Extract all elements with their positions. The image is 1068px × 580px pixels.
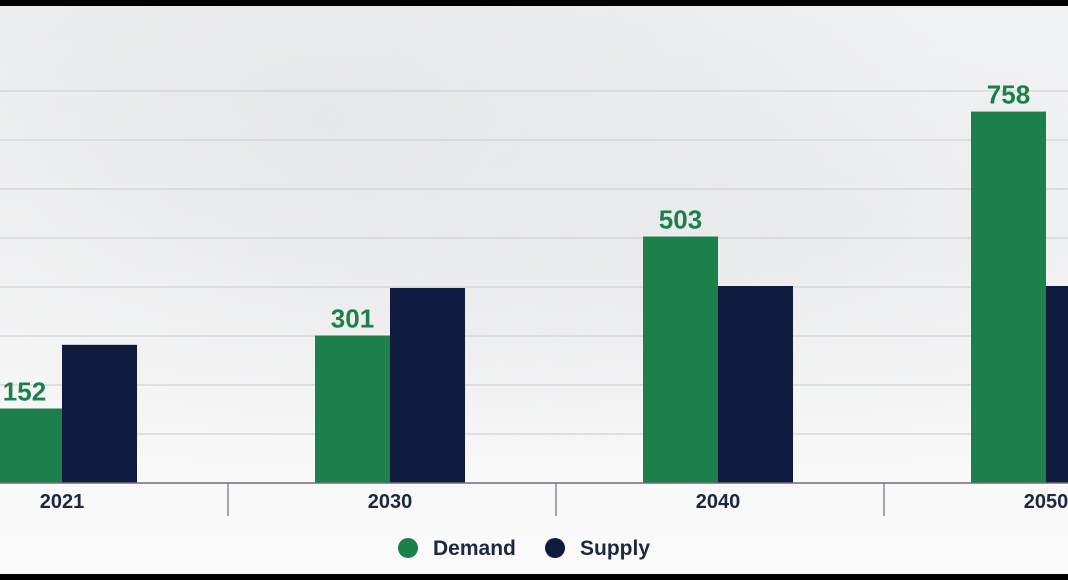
legend-label-demand: Demand [433,537,516,560]
bar-supply-2021 [62,344,137,483]
bar-demand-2021 [0,408,62,483]
gridlines [0,90,1068,435]
value-label-demand-2040: 503 [659,205,702,235]
legend-label-supply: Supply [580,537,650,560]
x-tick-label-2050: 2050 [1024,491,1068,513]
value-label-demand-2021: 152 [3,377,46,407]
bar-series [0,111,1068,483]
bar-supply-2030 [390,287,465,483]
legend: Demand Supply [398,537,650,560]
x-tick-label-2021: 2021 [40,491,85,513]
legend-marker-demand [398,538,418,558]
value-label-demand-2050: 758 [987,80,1030,110]
bar-demand-2050 [971,111,1046,483]
bar-supply-2040 [718,286,793,483]
x-tick-label-2030: 2030 [368,491,413,513]
bar-demand-2030 [315,335,390,483]
bar-supply-2050 [1046,286,1068,483]
bar-demand-2040 [643,236,718,483]
value-label-demand-2030: 301 [331,304,374,334]
bar-chart: 152 301 503 758 2021 2030 2040 2050 Demand Supp… [0,80,1068,560]
x-tick-label-2040: 2040 [696,491,741,513]
x-axis: 2021 2030 2040 2050 [0,482,1068,516]
legend-marker-supply [545,538,565,558]
value-labels: 152 301 503 758 [3,80,1030,407]
